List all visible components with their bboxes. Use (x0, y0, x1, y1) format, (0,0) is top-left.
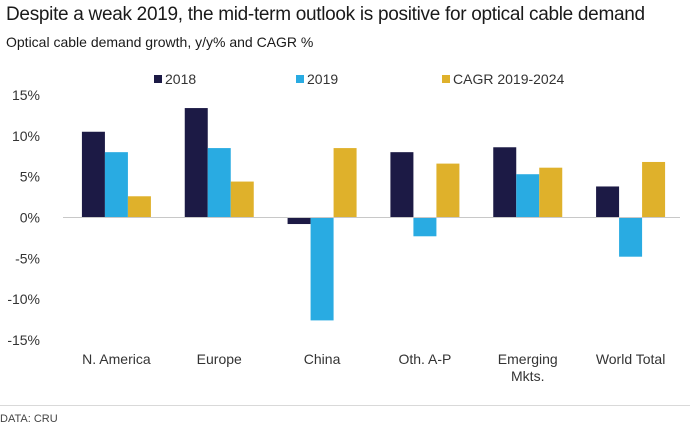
bar (390, 152, 414, 218)
bar (642, 161, 666, 218)
bar-chart: 15% 10% 5% 0% -5% -10% -15% N. America Europe Chi… (7, 71, 680, 384)
legend-label: 2018 (165, 71, 196, 87)
legend-swatch (442, 75, 450, 83)
chart-title: Despite a weak 2019, the mid-term outloo… (6, 4, 645, 25)
y-tick-label: -15% (7, 332, 40, 348)
legend-label: CAGR 2019-2024 (453, 71, 565, 87)
bar (207, 148, 231, 218)
bar (516, 174, 540, 218)
y-tick-label: -10% (7, 291, 40, 307)
bar (127, 196, 151, 218)
bar (333, 148, 357, 218)
bar (493, 147, 517, 218)
category-label: N. America (82, 351, 151, 367)
bar (596, 186, 620, 218)
bar (539, 167, 563, 218)
bar (619, 217, 643, 257)
category-label: Mkts. (511, 368, 544, 384)
bar (230, 181, 254, 218)
category-label: Europe (197, 351, 242, 367)
legend-swatch (154, 75, 162, 83)
legend-swatch (296, 75, 304, 83)
y-tick-label: 0% (20, 210, 40, 226)
category-label: Oth. A-P (398, 351, 451, 367)
category-label: Emerging (498, 351, 558, 367)
bar (287, 217, 311, 225)
y-tick-label: -5% (15, 250, 40, 266)
y-tick-label: 5% (20, 169, 40, 185)
bar (436, 163, 460, 218)
chart-subtitle: Optical cable demand growth, y/y% and CA… (6, 34, 314, 50)
legend-label: 2019 (307, 71, 338, 87)
footer-divider (0, 405, 690, 406)
category-label: China (304, 351, 341, 367)
bar (310, 217, 334, 321)
bar (184, 108, 208, 218)
bar (104, 152, 128, 218)
source-note: DATA: CRU (0, 413, 58, 425)
bar (81, 131, 105, 218)
category-label: World Total (596, 351, 666, 367)
y-tick-label: 10% (12, 128, 40, 144)
y-tick-label: 15% (12, 87, 40, 103)
bar (413, 217, 437, 237)
